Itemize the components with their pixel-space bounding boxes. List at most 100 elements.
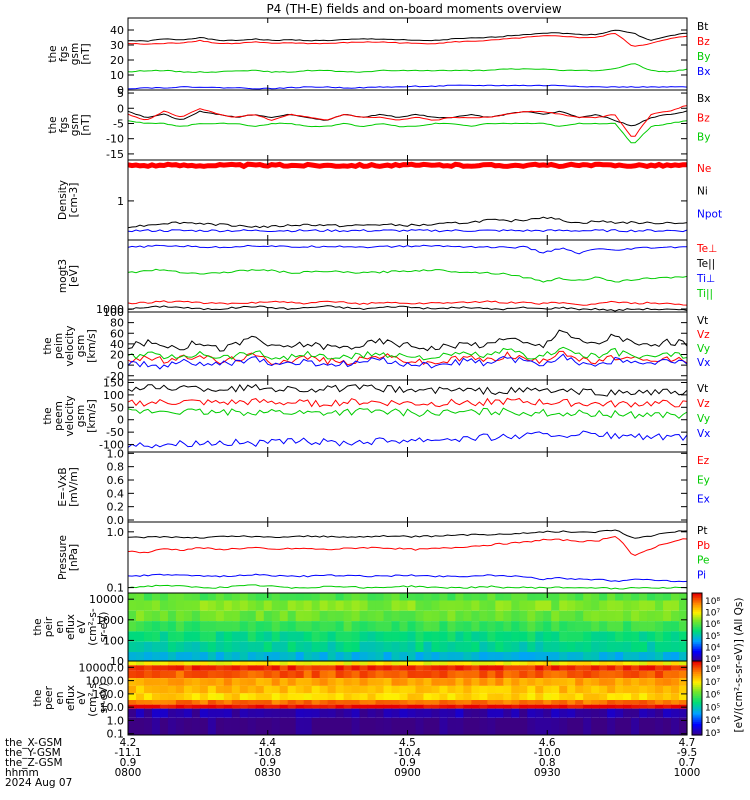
heatmap-cell	[575, 665, 584, 671]
heatmap-cell	[415, 621, 425, 632]
heatmap-cell	[631, 621, 640, 632]
colorbar-cell	[692, 707, 702, 710]
heatmap-cell	[175, 685, 185, 694]
heatmap-cell	[663, 651, 672, 661]
heatmap-cell	[247, 704, 257, 709]
heatmap-cell	[175, 651, 185, 661]
heatmap-cell	[263, 621, 273, 632]
heatmap-cell	[279, 693, 289, 700]
panel-frame	[127, 159, 688, 241]
heatmap-cell	[439, 700, 449, 705]
heatmap-cell	[551, 704, 560, 709]
heatmap-cell	[271, 704, 281, 709]
heatmap-cell	[159, 685, 169, 694]
heatmap-cell	[655, 670, 664, 679]
heatmap-cell	[247, 670, 257, 679]
colorbar-cell	[692, 606, 702, 609]
heatmap-cell	[471, 631, 480, 642]
heatmap-cell	[615, 593, 624, 601]
heatmap-cell	[415, 685, 425, 694]
series-line-Pi	[127, 573, 688, 583]
heatmap-cell	[455, 661, 464, 666]
heatmap-cell	[255, 700, 265, 705]
heatmap-cell	[423, 704, 433, 709]
heatmap-cell	[335, 610, 345, 622]
heatmap-cell	[151, 708, 161, 718]
colorbar-cell	[692, 688, 702, 692]
heatmap-cell	[671, 651, 680, 661]
heatmap-cell	[167, 700, 177, 705]
heatmap-cell	[295, 700, 305, 705]
heatmap-cell	[575, 708, 584, 718]
time-axis-value: 0.7	[679, 757, 696, 769]
heatmap-cell	[415, 661, 425, 666]
heatmap-cell	[543, 704, 552, 709]
heatmap-cell	[391, 651, 401, 661]
heatmap-cell	[399, 651, 409, 661]
heatmap-cell	[351, 693, 361, 700]
heatmap-cell	[279, 708, 289, 718]
heatmap-cell	[623, 621, 632, 632]
y-tick-label: 0.1	[107, 728, 125, 741]
heatmap-cell	[399, 665, 409, 671]
heatmap-cell	[319, 593, 329, 601]
heatmap-cell	[535, 685, 544, 694]
heatmap-cell	[199, 665, 209, 671]
heatmap-cell	[407, 708, 417, 718]
heatmap-cell	[607, 651, 616, 661]
series-line-Pt	[127, 529, 688, 539]
colorbar-cell	[692, 601, 702, 604]
heatmap-cell	[351, 641, 361, 652]
heatmap-cell	[183, 665, 193, 671]
colorbar-cell	[692, 670, 702, 673]
heatmap-cell	[343, 685, 353, 694]
heatmap-cell	[679, 693, 688, 700]
heatmap-cell	[223, 685, 233, 694]
heatmap-cell	[647, 661, 656, 666]
y-axis-label: fgs	[58, 46, 70, 62]
heatmap-cell	[215, 610, 225, 622]
heatmap-cell	[575, 661, 584, 666]
heatmap-cell	[183, 685, 193, 694]
heatmap-cell	[551, 717, 560, 735]
heatmap-cell	[607, 704, 616, 709]
heatmap-cell	[359, 717, 369, 735]
colorbar-cell	[692, 725, 702, 729]
heatmap-cell	[159, 641, 169, 652]
heatmap-cell	[215, 670, 225, 679]
heatmap-cell	[431, 700, 441, 705]
heatmap-cell	[647, 704, 656, 709]
heatmap-cell	[143, 610, 153, 622]
heatmap-cell	[591, 678, 600, 686]
y-axis-label: peim	[53, 333, 65, 359]
heatmap-cell	[423, 610, 433, 622]
colorbar-cell	[692, 731, 702, 734]
heatmap-cell	[135, 651, 145, 661]
heatmap-cell	[639, 685, 648, 694]
heatmap-cell	[335, 708, 345, 718]
heatmap-cell	[167, 708, 177, 718]
heatmap-cell	[271, 670, 281, 679]
heatmap-cell	[559, 700, 568, 705]
heatmap-cell	[335, 717, 345, 735]
heatmap-cell	[143, 704, 153, 709]
heatmap-cell	[327, 641, 337, 652]
heatmap-cell	[623, 593, 632, 601]
heatmap-cell	[335, 651, 345, 661]
heatmap-cell	[511, 678, 520, 686]
heatmap-cell	[239, 704, 249, 709]
heatmap-cell	[527, 685, 536, 694]
heatmap-cell	[463, 651, 472, 661]
heatmap-cell	[143, 651, 153, 661]
heatmap-cell	[487, 678, 496, 686]
heatmap-cell	[567, 700, 576, 705]
colorbar-cell	[692, 733, 702, 736]
legend-Ti⊥: Ti⊥	[696, 273, 715, 285]
heatmap-cell	[351, 704, 361, 709]
y-axis-label: velocity	[64, 395, 76, 436]
heatmap-cell	[527, 593, 536, 601]
heatmap-cell	[343, 704, 353, 709]
colorbar-cell	[692, 727, 702, 731]
heatmap-cell	[663, 621, 672, 632]
heatmap-cell	[647, 700, 656, 705]
